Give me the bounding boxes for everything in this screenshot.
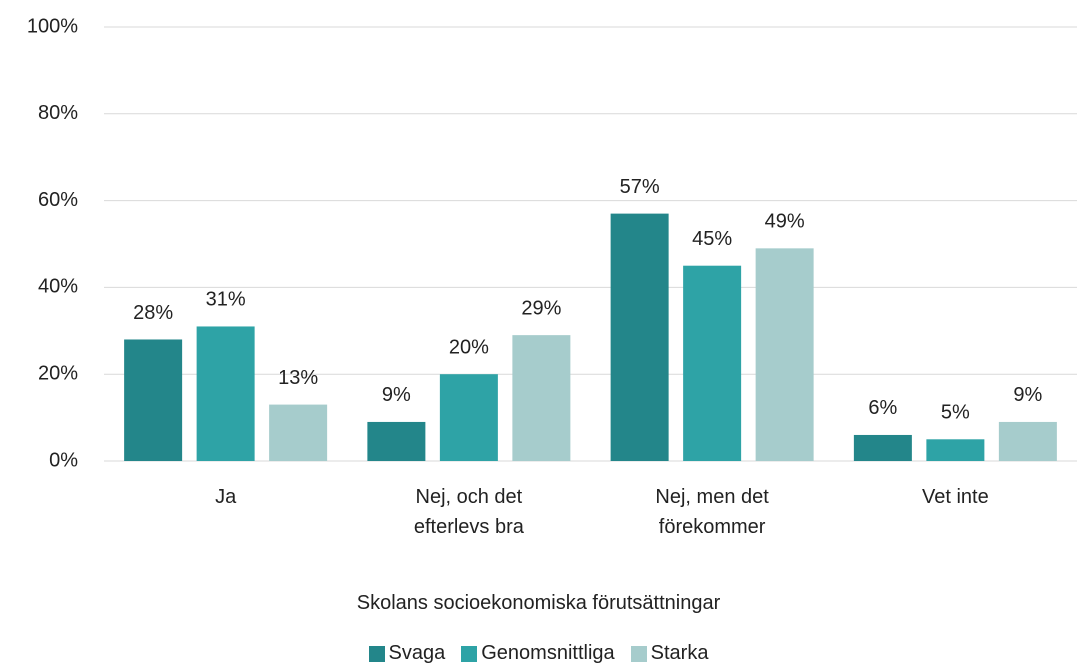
legend-item: Genomsnittliga [461,642,615,665]
data-label: 45% [692,228,732,250]
data-label: 13% [278,367,318,389]
bar [683,265,742,461]
bar [926,439,985,461]
x-tick-label: Vet inte [922,486,989,508]
data-label: 5% [941,402,970,424]
y-tick-label: 100% [27,15,78,37]
y-tick-label: 80% [38,102,78,124]
legend-item: Svaga [368,642,446,665]
bar [512,335,571,461]
x-axis-label: Skolans socioekonomiska förutsättningar [356,592,721,614]
bar [610,213,669,461]
data-label: 29% [521,297,561,319]
x-tick-label: Nej, och det efterlevs bra [413,486,524,538]
legend-label: Starka [650,642,709,664]
legend-swatch [461,645,478,662]
x-tick-label: Ja [215,486,237,508]
bar [124,339,183,461]
data-label: 20% [449,336,489,358]
y-tick-label: 60% [38,189,78,211]
legend-label: Genomsnittliga [481,642,615,664]
y-tick-label: 40% [38,276,78,298]
data-label: 6% [868,397,897,419]
legend: Svaga Genomsnittliga Starka [0,642,1077,665]
x-tick-label: Nej, men det förekommer [655,486,769,538]
y-tick-label: 0% [49,449,78,471]
legend-swatch [630,645,647,662]
data-label: 57% [620,176,660,198]
data-label: 9% [382,384,411,406]
y-tick-label: 20% [38,362,78,384]
bar [367,421,426,461]
data-label: 31% [206,289,246,311]
data-label: 28% [133,302,173,324]
bar [998,421,1057,461]
bar [269,404,328,461]
legend-swatch [368,645,385,662]
data-label: 49% [765,211,805,233]
bar [196,326,255,461]
bar [755,248,814,461]
data-label: 9% [1013,384,1042,406]
legend-label: Svaga [388,642,446,664]
bar [853,434,912,461]
legend-item: Starka [630,642,709,665]
bar [439,374,498,461]
